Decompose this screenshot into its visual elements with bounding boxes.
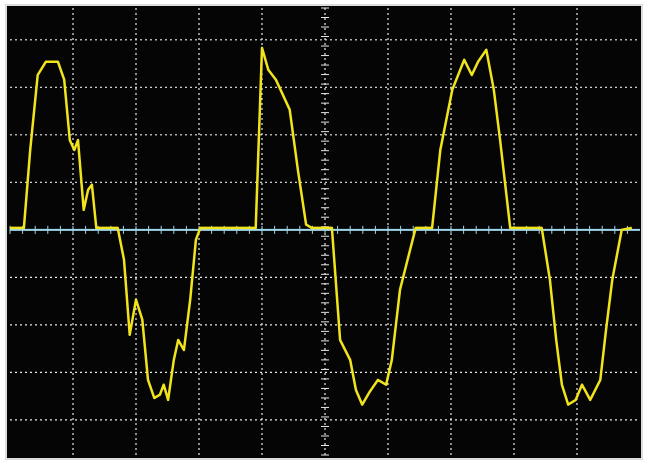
oscilloscope-screen bbox=[0, 0, 645, 463]
page: {"chart_data": {"type": "line", "x": [0,… bbox=[0, 0, 645, 463]
screen-background bbox=[6, 5, 642, 459]
body: (() => { const data = JSON.parse(documen… bbox=[0, 0, 645, 463]
